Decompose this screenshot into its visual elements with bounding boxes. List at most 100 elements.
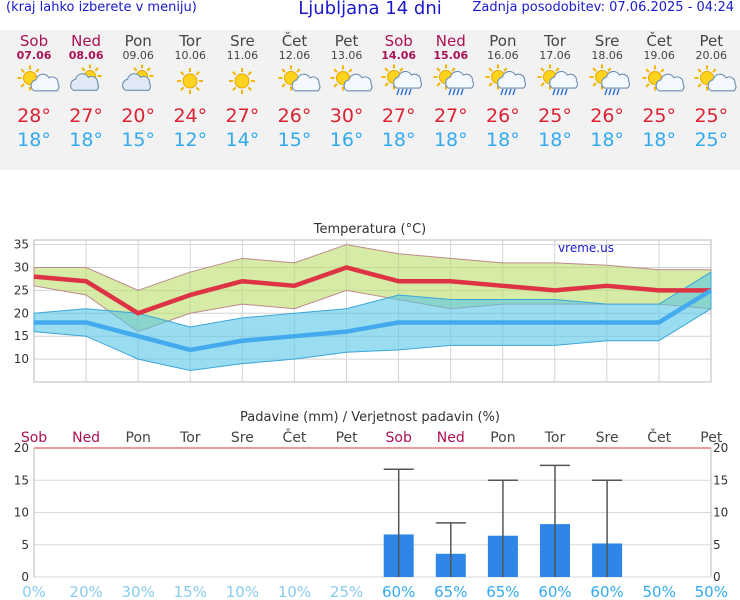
day-date: 14.06 <box>381 49 417 62</box>
y-tick-label: 10 <box>14 352 29 366</box>
sun-cloud-icon <box>642 65 685 92</box>
precip-probability: 50% <box>695 583 728 600</box>
watermark: vreme.us <box>558 241 614 255</box>
y-tick-label-right: 10 <box>713 506 728 520</box>
y-tick-label: 20 <box>14 306 29 320</box>
day-column[interactable]: Sre 11.06 27° 14° <box>216 30 268 152</box>
temp-min: 18° <box>69 129 103 151</box>
y-tick-label: 35 <box>14 238 29 252</box>
precip-probability: 30% <box>122 583 155 600</box>
y-tick-label-right: 0 <box>713 570 721 584</box>
y-tick-label-right: 5 <box>713 538 721 552</box>
day-name: Sre <box>230 32 255 50</box>
temp-min: 15° <box>121 129 156 151</box>
day-date: 20.06 <box>695 49 728 62</box>
sun-rain-icon <box>381 64 422 96</box>
precip-probability: 10% <box>226 583 259 600</box>
day-date: 17.06 <box>539 49 571 62</box>
day-column[interactable]: Tor 10.06 24° 12° <box>164 30 216 152</box>
plot-frame <box>33 239 712 383</box>
day-column[interactable]: Čet 12.06 26° 15° <box>269 30 321 152</box>
x-tick-label: Sob <box>21 430 47 446</box>
day-date: 13.06 <box>330 49 363 62</box>
day-name: Sre <box>594 32 620 50</box>
y-tick-label: 15 <box>14 329 29 343</box>
precip-probability: 65% <box>486 583 519 600</box>
day-name: Ned <box>435 32 466 50</box>
temp-min: 18° <box>381 129 416 151</box>
precipitation-chart: Padavine (mm) / Verjetnost padavin (%) So… <box>14 410 729 600</box>
temp-min: 18° <box>642 129 677 151</box>
x-tick-label: Pet <box>336 430 359 446</box>
precip-probability: 50% <box>643 583 676 600</box>
temp-min: 15° <box>277 129 312 151</box>
sun-rain-icon <box>589 64 631 96</box>
x-tick-label: Sob <box>386 430 412 446</box>
precipitation-chart-title: Padavine (mm) / Verjetnost padavin (%) <box>240 410 500 425</box>
sun-cloud-icon <box>278 65 321 92</box>
day-name: Pet <box>699 32 724 50</box>
day-date: 08.06 <box>68 49 104 62</box>
day-column[interactable]: Ned 08.06 27° 18° <box>60 30 112 152</box>
daily-forecast-strip: Sob 07.06 28° 18° Ned 08.06 27° 18° Pon 09.06 20° 1… <box>0 30 740 170</box>
day-date: 11.06 <box>226 49 259 62</box>
x-tick-label: Čet <box>283 428 307 446</box>
temp-min: 14° <box>225 129 260 151</box>
day-name: Tor <box>179 32 202 50</box>
day-name: Sob <box>384 32 413 50</box>
last-updated: Zadnja posodobitev: 07.06.2025 - 04:24 <box>472 0 734 15</box>
day-name: Ned <box>71 32 102 50</box>
day-date: 12.06 <box>278 49 311 62</box>
temp-min: 18° <box>538 129 572 151</box>
temp-max: 20° <box>121 105 156 127</box>
sun-rain-icon <box>537 64 579 96</box>
day-name: Čet <box>646 32 672 50</box>
day-column[interactable]: Ned 15.06 27° 18° <box>425 30 477 152</box>
day-column[interactable]: Pon 09.06 20° 15° <box>112 30 164 152</box>
day-column[interactable]: Pon 16.06 26° 18° <box>477 30 529 152</box>
y-tick-label: 25 <box>14 283 29 297</box>
sun-rain-icon <box>433 64 474 96</box>
temp-max: 28° <box>17 105 51 127</box>
x-tick-label: Pon <box>126 430 151 446</box>
day-column[interactable]: Sre 18.06 26° 18° <box>581 30 633 152</box>
temp-max: 25° <box>694 105 729 127</box>
precip-probability: 60% <box>538 583 571 600</box>
x-tick-label: Sre <box>231 430 254 446</box>
sun-rain-icon <box>485 64 526 96</box>
precip-probability: 10% <box>278 583 311 600</box>
temp-min: 18° <box>433 129 468 151</box>
temp-max: 27° <box>225 105 260 127</box>
day-date: 18.06 <box>591 49 623 62</box>
day-column[interactable]: Čet 19.06 25° 18° <box>633 30 685 152</box>
day-column[interactable]: Tor 17.06 25° 18° <box>529 30 581 152</box>
location-hint[interactable]: (kraj lahko izberete v meniju) <box>6 0 197 15</box>
temp-max: 25° <box>642 105 677 127</box>
day-column[interactable]: Sob 07.06 28° 18° <box>8 30 60 152</box>
day-date: 10.06 <box>174 49 207 62</box>
temp-min: 18° <box>17 129 51 151</box>
day-date: 09.06 <box>122 49 154 62</box>
temp-max: 27° <box>433 105 468 127</box>
min-temp-line <box>34 288 713 353</box>
day-column[interactable]: Pet 20.06 25° 25° <box>685 30 737 152</box>
sun-cloud-icon <box>17 65 60 92</box>
day-name: Čet <box>281 32 308 50</box>
temp-max: 27° <box>69 105 103 127</box>
precip-probability: 0% <box>22 583 46 600</box>
temp-max: 26° <box>590 105 624 127</box>
x-tick-label: Ned <box>437 430 465 446</box>
x-tick-label: Tor <box>544 430 566 446</box>
y-tick-label: 30 <box>14 260 29 274</box>
y-tick-label: 15 <box>14 473 29 487</box>
temp-max: 26° <box>277 105 312 127</box>
temp-max: 27° <box>381 105 416 127</box>
day-name: Pon <box>489 32 517 50</box>
day-date: 15.06 <box>433 49 469 62</box>
precip-probability: 60% <box>382 583 415 600</box>
day-date: 19.06 <box>643 49 675 62</box>
day-column[interactable]: Sob 14.06 27° 18° <box>373 30 425 152</box>
day-column[interactable]: Pet 13.06 30° 16° <box>321 30 373 152</box>
sun-icon <box>177 68 204 94</box>
y-tick-label: 5 <box>21 538 29 552</box>
